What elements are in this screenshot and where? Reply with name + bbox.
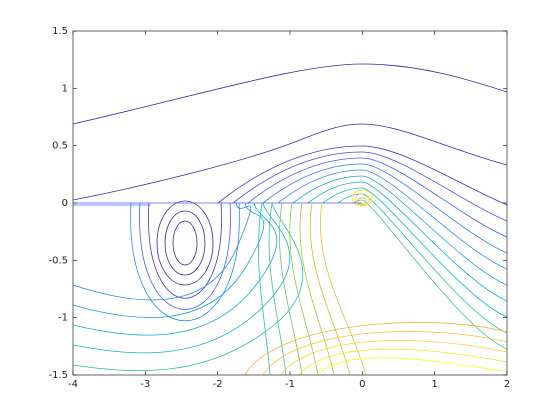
contour-line <box>322 187 508 318</box>
contour-line <box>289 202 319 376</box>
contour-line <box>307 181 508 302</box>
contour-line <box>309 202 351 376</box>
contour-line <box>262 163 508 254</box>
contour-line <box>262 331 508 376</box>
y-tick-label: -0.5 <box>48 255 68 266</box>
contour-line <box>139 202 231 310</box>
contour-line <box>72 202 291 354</box>
contour-line <box>292 175 508 286</box>
y-tick-label: 1.5 <box>52 26 68 37</box>
contour-line <box>351 189 373 207</box>
contour-line <box>357 197 367 205</box>
y-tick-label: -1.5 <box>48 370 68 381</box>
x-tick-label: -4 <box>68 379 78 390</box>
contour-line <box>72 202 265 318</box>
contour-line <box>156 200 214 286</box>
contour-line <box>299 202 335 376</box>
contour-line <box>354 193 370 206</box>
contour-line <box>72 202 304 372</box>
x-tick-label: -3 <box>140 379 150 390</box>
contour-line <box>130 202 240 321</box>
contour-line <box>172 220 198 266</box>
contour-line <box>258 202 271 376</box>
contour-line <box>247 157 508 238</box>
contour-line <box>298 348 508 376</box>
contour-line <box>352 199 508 350</box>
contour-line <box>232 151 508 222</box>
contour-line <box>337 193 508 334</box>
contour-line <box>148 202 222 299</box>
y-tick-label: 1 <box>62 83 68 94</box>
x-tick-label: 1 <box>431 379 437 390</box>
contour-line <box>217 145 508 206</box>
y-tick-label: 0.5 <box>52 141 68 152</box>
contour-line <box>244 322 508 376</box>
contour-line <box>72 63 508 125</box>
contour-lines <box>72 63 508 376</box>
contour-line <box>279 202 303 376</box>
contour-line <box>72 202 278 336</box>
contour-line <box>320 202 367 376</box>
contour-line <box>72 202 252 301</box>
contour-line <box>280 339 508 376</box>
y-tick-label: -1 <box>58 313 68 324</box>
contour-line <box>316 357 508 376</box>
contour-line <box>72 123 508 201</box>
contour-line <box>268 202 287 376</box>
contour-line <box>277 169 508 270</box>
contour-line <box>164 210 206 276</box>
x-tick-label: -2 <box>213 379 223 390</box>
x-tick-label: -1 <box>285 379 295 390</box>
y-tick-label: 0 <box>62 198 68 209</box>
x-tick-label: 0 <box>359 379 365 390</box>
x-tick-label: 2 <box>504 379 510 390</box>
